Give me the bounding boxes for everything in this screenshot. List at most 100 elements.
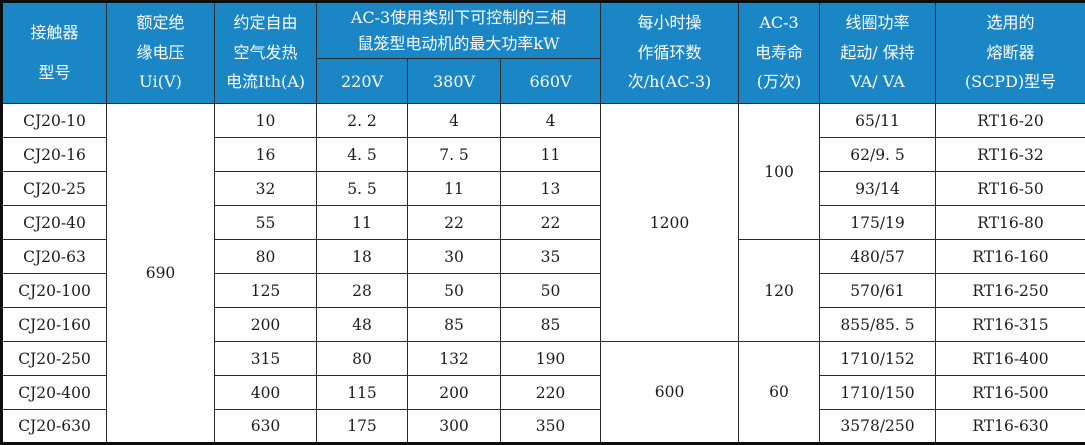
header-line: 作循环数 [601,44,738,62]
cell-p660: 13 [501,172,601,206]
cell-p380: 300 [408,410,501,444]
cell-ith: 10 [215,104,317,138]
cell-p220: 2. 2 [317,104,408,138]
cell-p220: 115 [317,376,408,410]
cell-ui-voltage-merged: 690 [107,104,215,444]
header-line: (万次) [739,73,819,91]
header-fuse-type: 选用的 熔断器 (SCPD)型号 [936,2,1085,104]
cell-fuse: RT16-500 [936,376,1085,410]
cell-model: CJ20-250 [2,342,107,376]
cell-model: CJ20-10 [2,104,107,138]
cell-fuse: RT16-160 [936,240,1085,274]
header-line: 约定自由 [215,14,316,32]
cell-p660: 11 [501,138,601,172]
header-thermal-current: 约定自由 空气发热 电流Ith(A) [215,2,317,104]
cell-coil-power: 93/14 [820,172,936,206]
cell-p380: 200 [408,376,501,410]
cell-model: CJ20-25 [2,172,107,206]
cell-p660: 35 [501,240,601,274]
cell-fuse: RT16-250 [936,274,1085,308]
cell-coil-power: 62/9. 5 [820,138,936,172]
header-line: 线圈功率 [820,14,935,32]
header-line: 次/h(AC-3) [601,73,738,91]
cell-fuse: RT16-400 [936,342,1085,376]
cell-ith: 32 [215,172,317,206]
cell-coil-power: 855/85. 5 [820,308,936,342]
cell-fuse: RT16-20 [936,104,1085,138]
cell-model: CJ20-160 [2,308,107,342]
header-line: 鼠笼型电动机的最大功率kW [317,32,600,55]
header-voltage-220v: 220V [317,59,408,104]
header-line: 起动/ 保持 [820,44,935,62]
cell-coil-power: 480/57 [820,240,936,274]
header-line: (SCPD)型号 [936,73,1085,91]
cell-ith: 315 [215,342,317,376]
cell-p220: 175 [317,410,408,444]
cell-p220: 11 [317,206,408,240]
cell-life-merged: 120 [739,240,820,342]
cell-p220: 5. 5 [317,172,408,206]
cell-coil-power: 65/11 [820,104,936,138]
header-voltage-660v: 660V [501,59,601,104]
header-line: Ui(V) [107,73,214,91]
header-line: 电流Ith(A) [215,73,316,91]
cell-cycles-merged: 1200 [601,104,739,342]
table-row: CJ20-10 690 10 2. 2 4 4 1200 100 65/11 R… [2,104,1085,138]
cell-p380: 85 [408,308,501,342]
cell-p220: 4. 5 [317,138,408,172]
cell-p380: 4 [408,104,501,138]
header-line: 缘电压 [107,44,214,62]
table-header: 接触器 型号 额定绝 缘电压 Ui(V) 约定自由 空气发热 电流Ith [2,2,1085,104]
cell-ith: 80 [215,240,317,274]
cell-p380: 132 [408,342,501,376]
cell-p380: 22 [408,206,501,240]
header-line: 型号 [3,64,106,82]
table-body: CJ20-10 690 10 2. 2 4 4 1200 100 65/11 R… [2,104,1085,444]
cell-coil-power: 175/19 [820,206,936,240]
header-line: 每小时操 [601,14,738,32]
cell-coil-power: 1710/152 [820,342,936,376]
cell-p660: 50 [501,274,601,308]
cell-p660: 4 [501,104,601,138]
cell-cycles-merged: 600 [601,342,739,444]
cell-ith: 630 [215,410,317,444]
cell-model: CJ20-100 [2,274,107,308]
cell-p380: 50 [408,274,501,308]
cell-p660: 190 [501,342,601,376]
cell-model: CJ20-63 [2,240,107,274]
cell-p220: 28 [317,274,408,308]
cell-ith: 16 [215,138,317,172]
header-operating-cycles: 每小时操 作循环数 次/h(AC-3) [601,2,739,104]
cell-life-merged: 60 [739,342,820,444]
cell-ith: 200 [215,308,317,342]
cell-p660: 220 [501,376,601,410]
cell-life-merged: 100 [739,104,820,240]
cell-p380: 11 [408,172,501,206]
header-line: 选用的 [936,14,1085,32]
cell-p380: 7. 5 [408,138,501,172]
cell-ith: 125 [215,274,317,308]
header-contactor-model: 接触器 型号 [2,2,107,104]
header-line: 电寿命 [739,44,819,62]
cell-p220: 80 [317,342,408,376]
cell-p220: 18 [317,240,408,274]
header-line: 接触器 [3,24,106,42]
cell-fuse: RT16-32 [936,138,1085,172]
cell-model: CJ20-16 [2,138,107,172]
header-line: 熔断器 [936,44,1085,62]
header-coil-power: 线圈功率 起动/ 保持 VA/ VA [820,2,936,104]
cell-coil-power: 3578/250 [820,410,936,444]
cell-ith: 55 [215,206,317,240]
cell-model: CJ20-400 [2,376,107,410]
cell-fuse: RT16-315 [936,308,1085,342]
cell-p660: 85 [501,308,601,342]
header-max-power-group: AC-3使用类别下可控制的三相 鼠笼型电动机的最大功率kW [317,2,601,59]
cell-fuse: RT16-630 [936,410,1085,444]
header-voltage-380v: 380V [408,59,501,104]
cell-p220: 48 [317,308,408,342]
cell-fuse: RT16-50 [936,172,1085,206]
header-electrical-life: AC-3 电寿命 (万次) [739,2,820,104]
header-insulation-voltage: 额定绝 缘电压 Ui(V) [107,2,215,104]
cell-p380: 30 [408,240,501,274]
